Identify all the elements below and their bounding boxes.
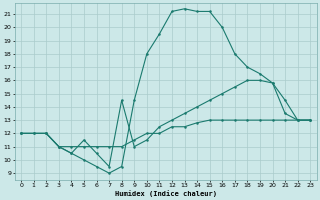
X-axis label: Humidex (Indice chaleur): Humidex (Indice chaleur) [115,190,217,197]
